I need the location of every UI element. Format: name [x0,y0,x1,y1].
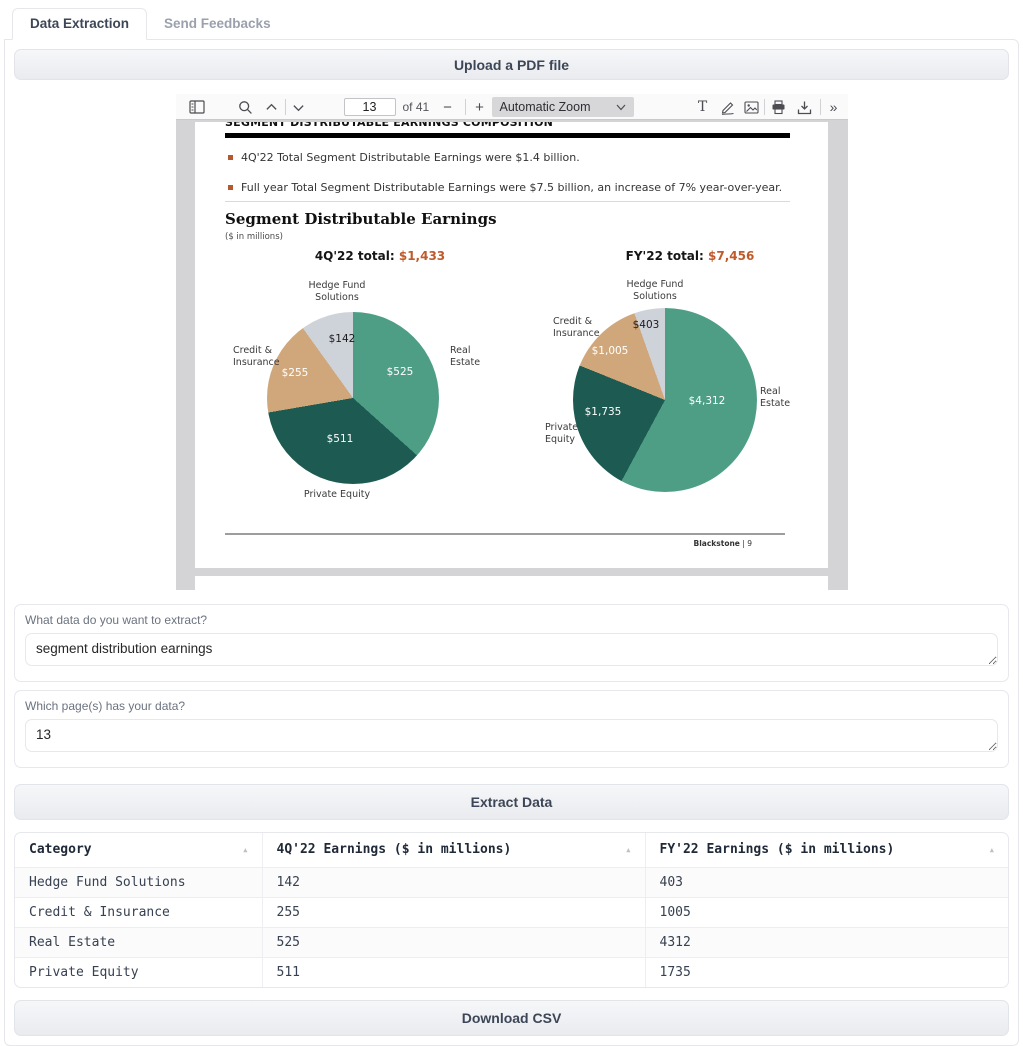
page-count-label: of 41 [402,100,430,114]
search-icon[interactable] [236,94,256,120]
pie-value: $255 [281,367,309,379]
pie-label: Hedge Fund Solutions [626,279,684,303]
column-header-fy22[interactable]: FY'22 Earnings ($ in millions) ▲ [645,833,1008,868]
pdf-page: SEGMENT DISTRIBUTABLE EARNINGS COMPOSITI… [195,122,828,568]
image-tool-icon[interactable] [742,94,762,120]
page-footer: Blackstone | 9 [693,539,752,548]
pdf-section-title: SEGMENT DISTRIBUTABLE EARNINGS COMPOSITI… [225,122,554,129]
extract-query-group: What data do you want to extract? segmen… [14,604,1009,682]
table-row: Real Estate 525 4312 [15,927,1008,958]
next-pdf-page [195,576,828,590]
pie-value: $142 [328,333,356,345]
pie-q4-total: 4Q'22 total: $1,433 [314,249,446,263]
pie-label: Real Estate [760,386,791,410]
pie-label: Private Equity [303,489,371,500]
cell-4q22[interactable]: 142 [262,867,646,898]
cell-fy22[interactable]: 1735 [659,964,691,980]
download-csv-button[interactable]: Download CSV [14,1000,1009,1036]
draw-pencil-icon[interactable] [718,94,738,120]
cell-4q22[interactable]: 511 [262,957,646,987]
cell-4q22[interactable]: 525 [262,927,646,958]
column-header-4q22[interactable]: 4Q'22 Earnings ($ in millions) ▲ [262,833,646,868]
cell-category[interactable]: Private Equity [15,957,263,987]
extract-data-button[interactable]: Extract Data [14,784,1009,820]
pages-query-label: Which page(s) has your data? [25,699,186,713]
pdf-scroll-area[interactable]: SEGMENT DISTRIBUTABLE EARNINGS COMPOSITI… [175,120,848,590]
footer-rule [225,533,785,535]
cell-4q22[interactable]: 255 [262,897,646,928]
column-header-category[interactable]: Category ▲ [15,833,263,868]
pie-chart-fy22 [573,308,757,492]
zoom-out-icon[interactable]: − [443,98,452,116]
bullet-square-icon [228,155,233,160]
bullet-square-icon [228,185,233,190]
table-header-row: Category ▲ 4Q'22 Earnings ($ in millions)… [15,833,1008,868]
cell-category[interactable]: Credit & Insurance [15,897,263,928]
results-table: Category ▲ 4Q'22 Earnings ($ in millions)… [14,832,1009,988]
section-divider [225,201,790,202]
bullet-item: 4Q'22 Total Segment Distributable Earnin… [228,151,580,164]
title-rule [225,133,790,138]
more-tools-icon[interactable]: » [829,99,838,115]
pie-label: Credit & Insurance [233,345,280,369]
tab-bar: Data Extraction Send Feedbacks [4,6,1019,40]
cell-fy22[interactable]: 403 [645,867,1008,898]
pie-value: $1,005 [591,345,629,357]
previous-page-icon[interactable] [262,94,282,120]
cell-category[interactable]: Hedge Fund Solutions [15,867,263,898]
pdf-toolbar: of 41 − + Automatic Zoom T [175,94,848,120]
chart-subheading: ($ in millions) [225,232,283,242]
pie-label: Real Estate [450,345,481,369]
chart-heading: Segment Distributable Earnings [225,210,497,228]
bullet-item: Full year Total Segment Distributable Ea… [228,181,782,194]
extract-query-input[interactable]: segment distribution earnings [25,633,998,666]
text-tool-icon[interactable]: T [697,99,708,115]
toolbar-divider [464,99,466,115]
tab-data-extraction[interactable]: Data Extraction [12,8,148,40]
pdf-viewer: of 41 − + Automatic Zoom T [175,94,848,590]
next-page-icon[interactable] [289,94,309,120]
pages-query-input[interactable]: 13 [25,719,998,752]
cell-fy22[interactable]: 4312 [645,927,1008,958]
app-root: Data Extraction Send Feedbacks Upload a … [4,6,1019,1046]
page-number-input[interactable] [343,98,396,116]
sort-arrow-icon[interactable]: ▲ [989,845,994,854]
upload-pdf-button[interactable]: Upload a PDF file [14,49,1009,80]
tab-content: Upload a PDF file of 41 − [4,39,1019,1046]
table-row: Credit & Insurance 255 1005 [15,897,1008,928]
toolbar-divider [763,99,765,115]
table-row: Hedge Fund Solutions 142 403 [15,867,1008,898]
pie-label: Hedge Fund Solutions [308,280,366,304]
pie-value: $1,735 [584,406,622,418]
print-icon[interactable] [769,94,789,120]
download-save-icon[interactable] [795,94,815,120]
pie-label: Private Equity [545,422,579,446]
pie-value: $525 [386,366,414,378]
table-row: Private Equity 511 1735 [15,957,1008,987]
tab-send-feedbacks[interactable]: Send Feedbacks [164,16,271,31]
zoom-in-icon[interactable]: + [475,98,484,116]
cell-category[interactable]: Real Estate [15,927,263,958]
sort-arrow-icon[interactable]: ▲ [243,845,248,854]
pie-fy-total: FY'22 total: $7,456 [625,249,755,263]
toolbar-divider [819,99,821,115]
toolbar-divider [284,99,286,115]
extract-query-label: What data do you want to extract? [25,613,208,627]
pie-label: Credit & Insurance [553,316,600,340]
cell-fy22[interactable]: 1005 [645,897,1008,928]
chevron-down-icon [616,104,626,111]
zoom-level-select[interactable]: Automatic Zoom [491,97,634,117]
sort-arrow-icon[interactable]: ▲ [626,845,631,854]
pages-query-group: Which page(s) has your data? 13 [14,690,1009,768]
pie-value: $4,312 [688,395,726,407]
pie-value: $403 [632,319,660,331]
sidebar-toggle-icon[interactable] [186,94,208,120]
pie-value: $511 [326,433,354,445]
pie-chart-4q22 [267,312,439,484]
zoom-level-value: Automatic Zoom [499,100,591,114]
